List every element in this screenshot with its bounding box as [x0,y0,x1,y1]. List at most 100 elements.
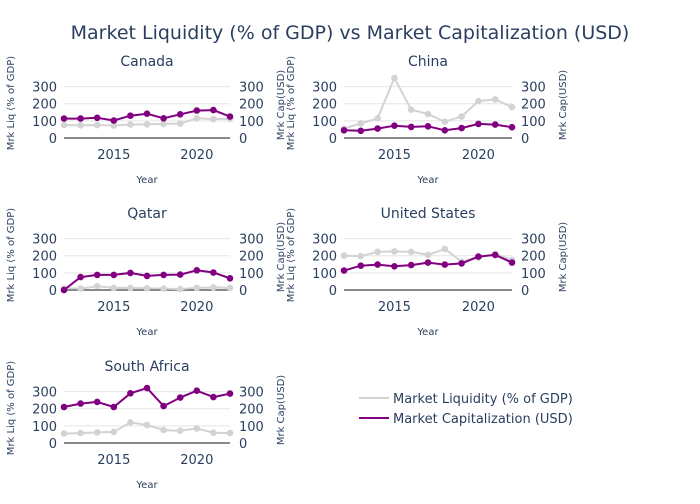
capitalization-point [93,398,101,406]
y-tick-label-right: 0 [521,132,529,147]
panel-united-states: 0 0 100 100 200 200 300 300 2015 2020 United State… [286,206,569,338]
liquidity-point [374,248,381,256]
subplot-title: Qatar [127,206,167,222]
liquidity-point [441,118,449,125]
y-tick-label-right: 200 [239,98,264,113]
capitalization-point [60,115,68,122]
y-tick-label-left: 100 [312,267,337,282]
y-tick-label-right: 200 [239,403,264,418]
liquidity-point [407,248,415,256]
x-axis-label: Year [416,175,439,186]
liquidity-point [143,285,151,292]
capitalization-point [407,123,415,131]
capitalization-point [143,272,151,280]
y-tick-label-left: 300 [32,386,57,401]
liquidity-point [110,284,118,292]
capitalization-point [176,111,184,118]
capitalization-point [508,259,516,266]
liquidity-point [127,419,134,426]
x-tick-label: 2020 [462,148,495,163]
y-tick-label-left: 0 [329,132,337,147]
capitalization-point [508,123,516,131]
legend-label: Market Capitalization (USD) [393,412,573,427]
capitalization-point [226,275,234,282]
capitalization-point [176,394,184,401]
liquidity-point [374,115,381,122]
y-axis-label-left: Mrk Liq (% of GDP) [6,56,17,150]
y-tick-label-left: 200 [32,98,57,113]
y-tick-label-right: 300 [239,81,264,96]
liquidity-point [77,122,84,129]
capitalization-point [176,271,184,278]
y-axis-label-right: Mrk Cap(USD) [276,70,287,140]
capitalization-point [127,390,134,397]
y-tick-label-right: 100 [521,267,546,282]
liquidity-point [143,121,151,128]
liquidity-point [143,421,151,429]
y-tick-label-right: 100 [239,420,264,435]
capitalization-point [193,107,201,114]
liquidity-point [407,106,415,113]
capitalization-point [160,402,167,410]
capitalization-point [110,117,118,124]
y-tick-label-right: 100 [239,267,264,282]
y-tick-label-left: 200 [32,250,57,265]
subplot-title: South Africa [104,359,189,375]
capitalization-point [77,273,84,281]
capitalization-point [441,127,449,134]
capitalization-point [93,271,101,279]
liquidity-point [60,430,68,437]
liquidity-point [160,426,167,434]
y-tick-label-right: 100 [521,115,546,130]
y-tick-label-left: 300 [312,233,337,248]
y-axis-label-right: Mrk Cap(USD) [558,70,569,140]
liquidity-point [458,113,465,120]
x-tick-label: 2015 [97,300,130,315]
liquidity-point [210,284,217,291]
y-tick-label-left: 200 [32,403,57,418]
capitalization-point [210,269,217,276]
panel-canada: 0 0 100 100 200 200 300 300 2015 2020 Canada Year Mr… [6,54,287,186]
liquidity-point [210,429,217,437]
liquidity-point [210,115,217,123]
y-tick-label-right: 200 [521,98,546,113]
y-tick-label-left: 200 [312,98,337,113]
capitalization-point [441,261,449,268]
y-tick-label-right: 300 [239,233,264,248]
capitalization-point [458,260,465,267]
capitalization-point [210,106,217,114]
y-axis-label-right: Mrk Cap(USD) [558,222,569,292]
legend: Market Liquidity (% of GDP) Market Capita… [359,392,573,427]
y-tick-label-right: 200 [521,250,546,265]
liquidity-point [127,284,134,292]
liquidity-point [508,103,516,111]
liquidity-point [424,110,432,118]
liquidity-point [391,248,398,255]
capitalization-point [340,127,348,134]
capitalization-point [93,114,101,122]
capitalization-point [60,403,68,411]
liquidity-point [160,285,167,292]
capitalization-point [374,125,381,132]
y-axis-label-right: Mrk Cap(USD) [276,375,287,445]
y-tick-label-left: 100 [32,115,57,130]
panel-qatar: 0 0 100 100 200 200 300 300 2015 2020 Qatar Year Mrk… [6,206,287,338]
panel-china: 0 0 100 100 200 200 300 300 2015 2020 China Year Mrk… [286,54,569,186]
liquidity-point [357,120,365,127]
y-tick-label-right: 300 [521,233,546,248]
x-tick-label: 2015 [378,300,411,315]
capitalization-point [193,387,201,395]
y-tick-label-left: 100 [32,267,57,282]
capitalization-point [357,127,365,135]
y-axis-label-left: Mrk Liq (% of GDP) [286,208,297,302]
capitalization-point [110,403,118,411]
y-tick-label-left: 0 [49,284,57,299]
capitalization-point [424,123,432,130]
liquidity-point [357,252,365,260]
y-tick-label-left: 300 [312,81,337,96]
subplot-title: Canada [120,54,173,70]
capitalization-point [160,271,167,279]
y-tick-label-right: 0 [239,437,247,452]
legend-label: Market Liquidity (% of GDP) [393,392,573,407]
